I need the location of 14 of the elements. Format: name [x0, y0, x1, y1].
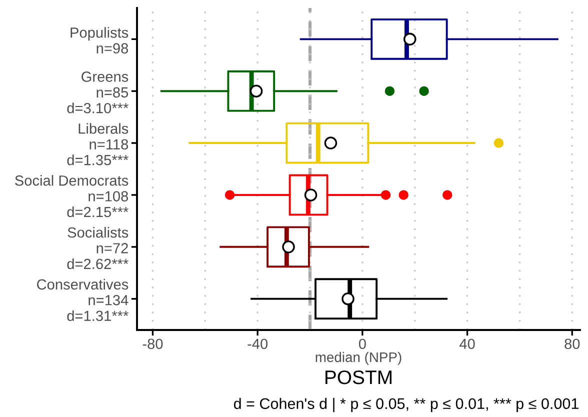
x-axis-title: median (NPP)	[316, 352, 402, 365]
x-tick-label: -80	[142, 338, 163, 350]
y-tick-label: Greens n=85 d=3.10***	[67, 72, 128, 114]
x-tick-label: 80	[564, 338, 580, 350]
x-tick-label: 0	[358, 338, 366, 350]
x-tick-label: 40	[460, 338, 475, 350]
y-tick-label: Socialists n=72 d=2.62***	[67, 226, 128, 270]
text: d = Cohen's d | * p ≤ 0.05, ** p ≤ 0.01, *** p ≤ 0.001	[234, 398, 578, 412]
y-tick-label: Social Democrats n=108 d=2.15***	[15, 175, 128, 218]
x-tick-label: -40	[248, 338, 268, 350]
text: POSTM	[326, 370, 392, 384]
y-tick-label: Liberals n=118 d=1.35***	[67, 123, 128, 166]
y-tick-label: Populists n=98	[70, 27, 128, 54]
y-tick-label: Conservatives n=134 d=1.31***	[37, 278, 128, 322]
